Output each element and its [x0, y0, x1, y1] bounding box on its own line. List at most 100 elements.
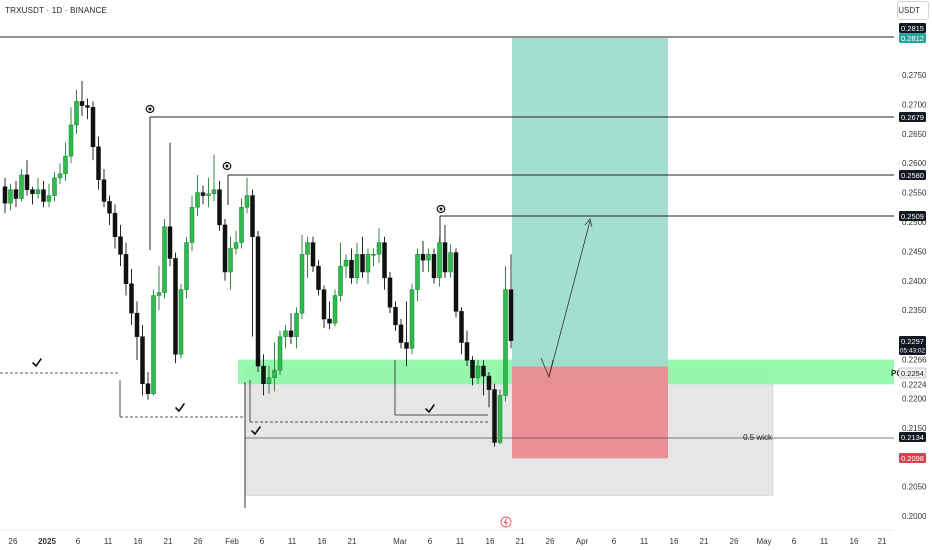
price-tag: 0.2134 [899, 432, 926, 442]
price-tag-bg [899, 336, 926, 355]
candle-body [448, 252, 453, 273]
price-tag: 0.2509 [899, 211, 926, 221]
candle-body [497, 395, 503, 443]
price-tag: 0.2297 05:43:02 [899, 336, 926, 355]
candle [233, 230, 239, 255]
candle [404, 301, 409, 367]
candle-body [140, 336, 145, 384]
candle [508, 254, 514, 349]
candle [376, 227, 382, 264]
candle-body [387, 277, 393, 308]
x-tick-label: 2025 [38, 537, 56, 546]
candle-body [184, 242, 189, 290]
candle-body [74, 101, 79, 126]
candle [393, 301, 398, 331]
check-mark-icon [425, 404, 435, 414]
candle-body [255, 236, 261, 367]
candle-body [52, 177, 57, 196]
candle [360, 236, 365, 278]
candle [156, 266, 162, 311]
check-mark-icon [175, 403, 185, 413]
candle [415, 248, 420, 302]
lightning-icon[interactable] [500, 516, 512, 528]
y-tick-label: 0.2200 [902, 394, 927, 403]
candle [409, 283, 415, 355]
candle [46, 183, 52, 208]
candle-body [294, 312, 299, 337]
candle-body [327, 318, 332, 324]
candle-body [453, 252, 459, 312]
x-tick-label: 26 [546, 537, 555, 546]
candle [19, 169, 24, 202]
x-tick-label: 11 [640, 537, 649, 546]
y-tick-label: 0.2224 [902, 380, 927, 389]
wick-label: 0.5 wick [743, 433, 773, 442]
candle [184, 236, 189, 299]
y-tick-label: 0.2266 [902, 356, 927, 365]
candle [222, 219, 228, 281]
candle [327, 301, 332, 330]
candle [68, 107, 74, 164]
candle [338, 242, 343, 302]
candle-body [365, 254, 371, 273]
candle [448, 244, 453, 278]
candle-body [68, 124, 74, 157]
candle-body [228, 248, 233, 273]
candle [145, 371, 151, 400]
loss-zone [512, 366, 668, 459]
price-tag-bg [899, 453, 926, 463]
candle [35, 177, 41, 199]
candle [162, 219, 167, 299]
candle-body [30, 189, 35, 195]
candle-body [85, 105, 90, 108]
candle [343, 254, 349, 278]
candle-body [145, 383, 151, 394]
x-tick-label: 21 [516, 537, 525, 546]
candle [365, 248, 371, 284]
price-tag-bg [899, 33, 926, 43]
candle [371, 248, 376, 267]
candle-body [459, 311, 464, 343]
candle [24, 160, 30, 196]
candle-body [123, 254, 129, 284]
price-tag-bg [899, 23, 926, 33]
x-tick-label: 6 [612, 537, 617, 546]
candle-body [167, 226, 173, 259]
price-tag-bg [899, 112, 926, 122]
candle [475, 360, 481, 384]
candle-body [404, 342, 409, 349]
candle [123, 242, 129, 296]
candle-body [332, 295, 338, 324]
candle-body [393, 307, 398, 326]
candle [272, 342, 277, 392]
candle-body [437, 242, 442, 279]
currency-box [897, 1, 929, 20]
x-tick-label: 6 [428, 537, 433, 546]
x-tick-label: Feb [225, 537, 239, 546]
candle-body [508, 289, 514, 342]
candle [316, 260, 321, 296]
y-tick-label: 0.2650 [902, 130, 927, 139]
candle-body [272, 369, 277, 379]
candle-body [41, 189, 46, 202]
candle-body [266, 377, 272, 384]
candle [118, 224, 123, 267]
candle-body [63, 155, 68, 175]
candle [173, 252, 178, 364]
x-tick-label: 21 [348, 537, 357, 546]
x-tick-label: 21 [878, 537, 887, 546]
price-tag-bg [899, 211, 926, 221]
candle-body [79, 101, 85, 106]
candle [79, 80, 85, 117]
candle-body [244, 195, 250, 208]
candle-body [310, 242, 316, 267]
candle [294, 307, 299, 349]
candle [305, 236, 310, 278]
candle-body [343, 259, 349, 267]
candle [85, 98, 90, 120]
candle [96, 136, 101, 190]
x-tick-label: 11 [456, 537, 465, 546]
candle [206, 177, 211, 208]
price-tag-value: 0.2580 [901, 171, 924, 180]
